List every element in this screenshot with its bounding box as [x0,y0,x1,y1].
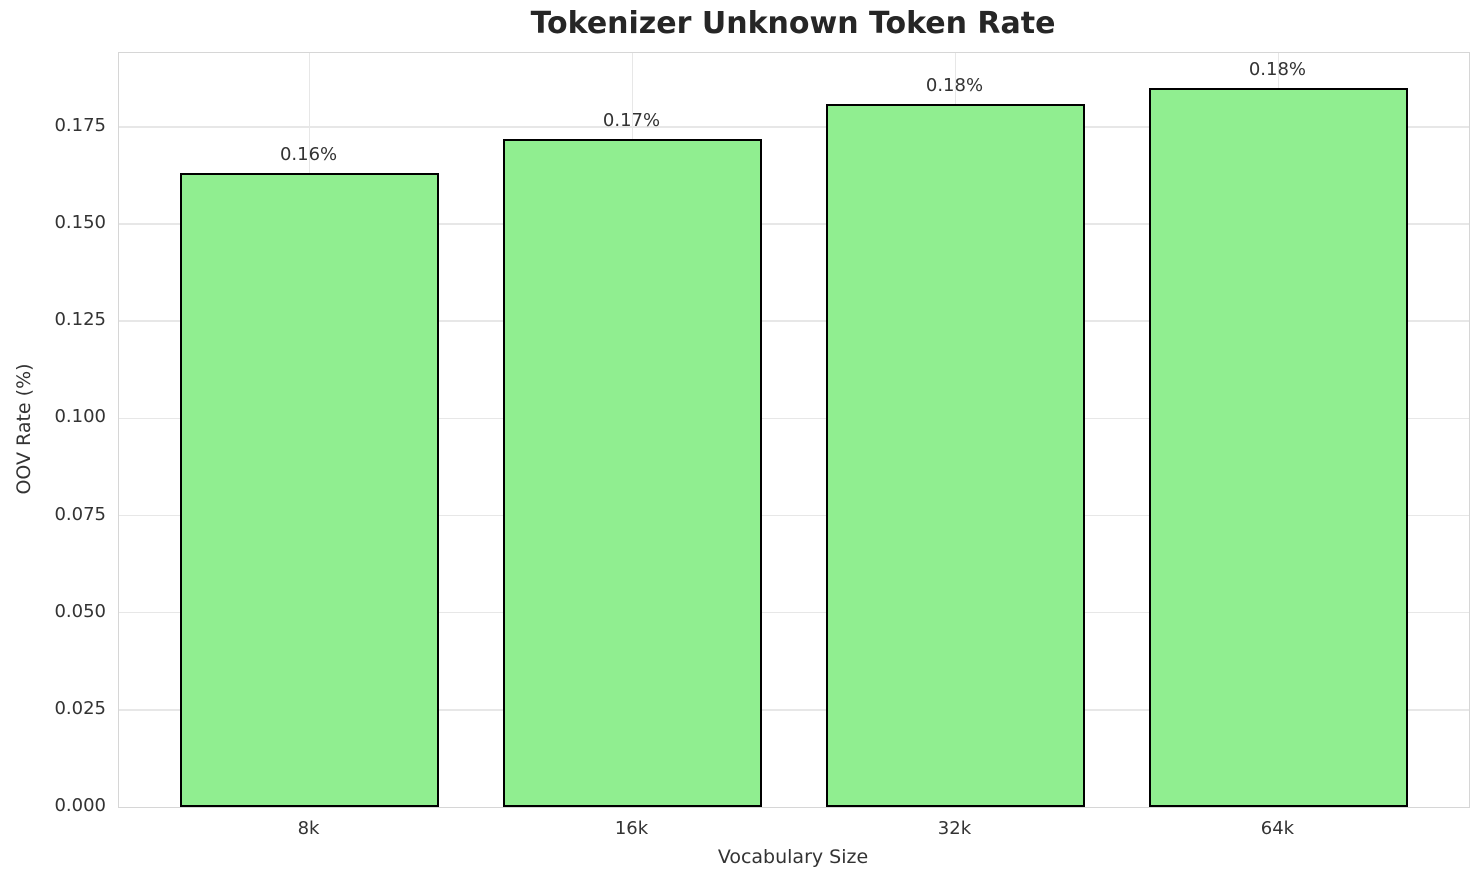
x-axis-label: Vocabulary Size [717,846,869,868]
y-gridline [119,611,1469,614]
y-tick-label: 0.150 [54,212,106,233]
y-gridline [119,320,1469,322]
plot-area [118,52,1470,808]
y-tick-label: 0.125 [54,309,106,331]
y-gridline [119,126,1469,128]
bar-value-label: 0.16% [279,144,338,166]
y-tick-label: 0.050 [54,600,106,622]
y-tick-label: 0.000 [54,795,106,816]
x-tick-label: 64k [1260,818,1295,839]
y-gridline [119,709,1469,711]
x-tick-label: 8k [297,818,320,839]
chart-title: Tokenizer Unknown Token Rate [530,6,1056,41]
bar-16k [503,138,762,807]
x-tick-label: 16k [614,818,649,839]
y-gridline [119,514,1469,517]
y-gridline [119,417,1469,420]
x-tick-label: 32k [937,818,972,839]
y-axis-label: OOV Rate (%) [13,363,35,495]
bar-value-label: 0.17% [602,109,661,131]
y-tick-label: 0.100 [54,406,106,428]
bar-64k [1149,87,1408,807]
y-gridline [119,223,1469,225]
bar-value-label: 0.18% [1248,58,1307,80]
y-tick-label: 0.075 [54,503,106,525]
bar-value-label: 0.18% [925,74,984,96]
bar-8k [180,173,439,807]
bar-32k [826,103,1085,807]
y-tick-label: 0.025 [54,697,106,719]
y-tick-label: 0.175 [54,114,106,136]
